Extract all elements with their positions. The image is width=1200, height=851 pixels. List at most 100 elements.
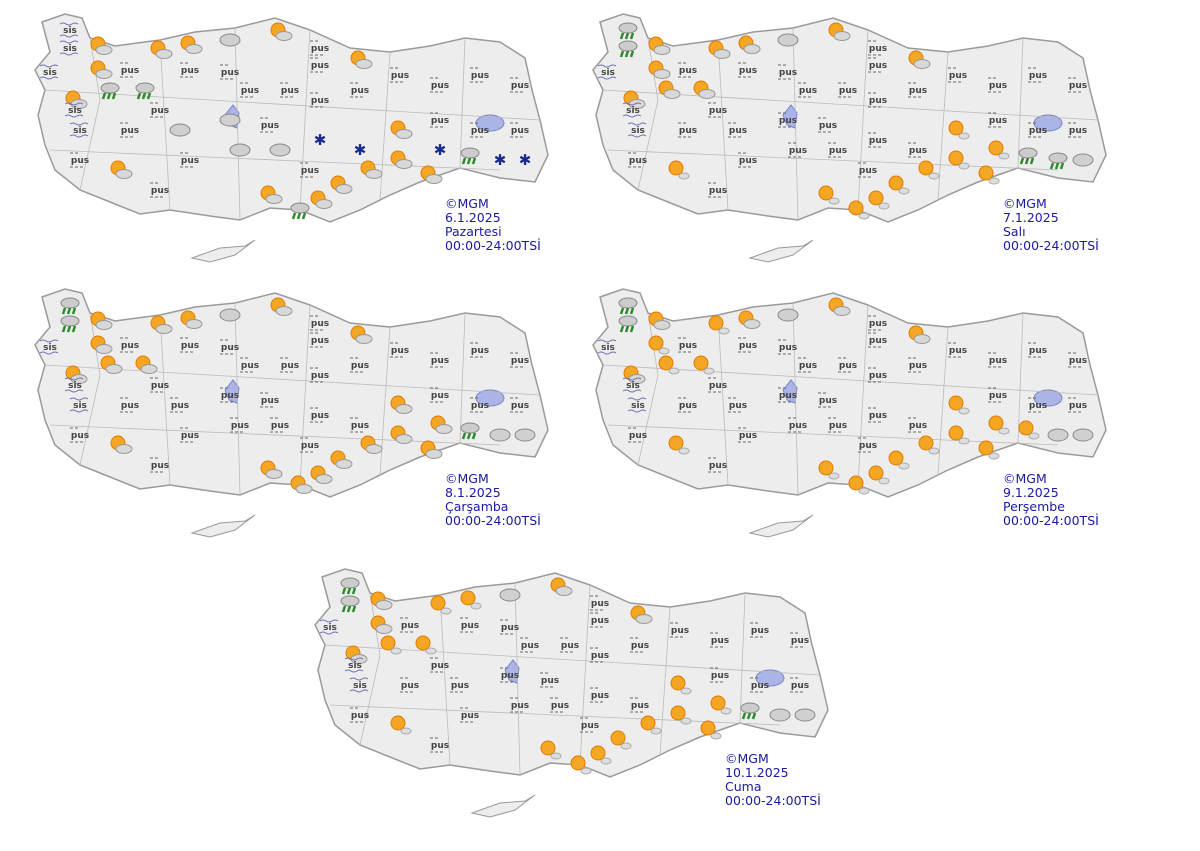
period: 00:00-24:00TSİ <box>1003 513 1099 528</box>
haze-icon: pus <box>858 162 877 178</box>
cyprus-outline <box>748 514 814 538</box>
mostly-sunny-icon <box>430 595 452 615</box>
mostly-sunny-icon <box>888 175 910 195</box>
copyright: ©MGM <box>1003 471 1047 486</box>
partly-cloudy-sun-icon <box>110 160 133 179</box>
haze-icon: pus <box>838 357 857 373</box>
svg-text:pus: pus <box>679 66 697 76</box>
period: 00:00-24:00TSİ <box>725 793 821 808</box>
svg-text:pus: pus <box>789 146 807 156</box>
cloudy-icon <box>1072 428 1094 442</box>
haze-icon: pus <box>670 622 689 638</box>
haze-icon: pus <box>500 667 519 683</box>
svg-text:pus: pus <box>311 319 329 329</box>
svg-text:pus: pus <box>629 156 647 166</box>
svg-text:pus: pus <box>869 411 887 421</box>
haze-icon: pus <box>868 332 887 348</box>
svg-text:sis: sis <box>73 401 87 411</box>
haze-icon: pus <box>400 617 419 633</box>
haze-icon: pus <box>1028 67 1047 83</box>
rain-icon <box>618 22 638 40</box>
haze-icon: pus <box>1068 77 1087 93</box>
snow-icon: ✱ <box>519 151 532 169</box>
fog-icon: sis <box>344 657 364 673</box>
svg-text:pus: pus <box>431 661 449 671</box>
mostly-sunny-icon <box>868 190 890 210</box>
haze-icon: pus <box>550 697 569 713</box>
haze-icon: pus <box>630 637 649 653</box>
svg-text:sis: sis <box>43 68 57 78</box>
haze-icon: pus <box>350 417 369 433</box>
haze-icon: pus <box>790 677 809 693</box>
haze-icon: pus <box>828 142 847 158</box>
partly-cloudy-sun-icon <box>260 460 283 479</box>
haze-icon: pus <box>778 64 797 80</box>
snow-icon: ✱ <box>434 141 447 159</box>
cloudy-icon <box>219 113 241 127</box>
haze-icon: pus <box>868 132 887 148</box>
snow-icon: ✱ <box>354 141 367 159</box>
province-borders <box>602 27 1099 221</box>
date: 9.1.2025 <box>1003 485 1059 500</box>
haze-icon: pus <box>908 82 927 98</box>
svg-text:pus: pus <box>181 341 199 351</box>
haze-icon: pus <box>590 595 609 611</box>
svg-text:pus: pus <box>799 361 817 371</box>
haze-icon: pus <box>120 397 139 413</box>
turkey-outline <box>34 13 549 223</box>
partly-cloudy-sun-icon <box>135 355 158 374</box>
svg-text:pus: pus <box>671 626 689 636</box>
cloudy-icon <box>1072 153 1094 167</box>
haze-icon: pus <box>450 677 469 693</box>
rain-icon <box>618 315 638 333</box>
partly-cloudy-sun-icon <box>370 615 393 634</box>
partly-cloudy-sun-icon <box>420 165 443 184</box>
svg-text:pus: pus <box>869 319 887 329</box>
svg-text:pus: pus <box>121 401 139 411</box>
svg-text:sis: sis <box>348 661 362 671</box>
svg-text:pus: pus <box>729 126 747 136</box>
haze-icon: pus <box>510 397 529 413</box>
haze-icon: pus <box>590 647 609 663</box>
svg-text:pus: pus <box>471 346 489 356</box>
cyprus-outline <box>190 239 256 263</box>
svg-text:pus: pus <box>591 599 609 609</box>
haze-icon: pus <box>798 82 817 98</box>
partly-cloudy-sun-icon <box>738 310 761 329</box>
svg-text:pus: pus <box>581 721 599 731</box>
haze-icon: pus <box>678 337 697 353</box>
svg-text:pus: pus <box>739 341 757 351</box>
haze-icon: pus <box>460 707 479 723</box>
svg-text:pus: pus <box>989 391 1007 401</box>
rain-icon <box>460 147 480 165</box>
province-borders <box>602 302 1099 496</box>
partly-cloudy-sun-icon <box>550 577 573 596</box>
svg-text:pus: pus <box>541 676 559 686</box>
cloudy-icon <box>777 308 799 322</box>
haze-icon: pus <box>180 427 199 443</box>
haze-icon: pus <box>430 387 449 403</box>
haze-icon: pus <box>300 162 319 178</box>
svg-text:pus: pus <box>779 391 797 401</box>
fog-icon: sis <box>59 40 79 56</box>
svg-text:pus: pus <box>751 681 769 691</box>
svg-text:pus: pus <box>1069 126 1087 136</box>
haze-icon: pus <box>630 697 649 713</box>
fog-icon: sis <box>64 102 84 118</box>
svg-text:pus: pus <box>511 81 529 91</box>
svg-text:pus: pus <box>311 44 329 54</box>
haze-icon: pus <box>908 357 927 373</box>
copyright: ©MGM <box>445 196 489 211</box>
fog-icon: sis <box>319 619 339 635</box>
haze-icon: pus <box>678 397 697 413</box>
haze-icon: pus <box>120 337 139 353</box>
day: Perşembe <box>1003 499 1065 514</box>
haze-icon: pus <box>310 57 329 73</box>
svg-text:pus: pus <box>679 341 697 351</box>
svg-text:pus: pus <box>171 401 189 411</box>
svg-text:pus: pus <box>989 356 1007 366</box>
svg-text:pus: pus <box>1069 81 1087 91</box>
map-caption: ©MGM 9.1.2025 Perşembe 00:00-24:00TSİ <box>1003 472 1099 528</box>
mostly-sunny-icon <box>640 715 662 735</box>
svg-text:sis: sis <box>626 381 640 391</box>
